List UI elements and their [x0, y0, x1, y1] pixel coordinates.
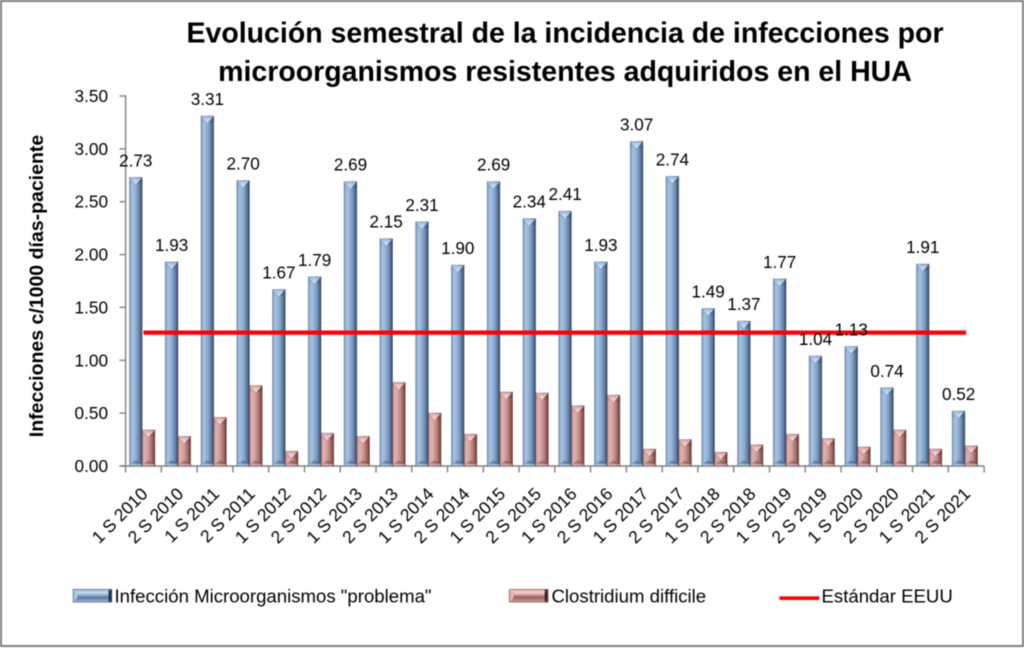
svg-text:1.79: 1.79 [298, 251, 331, 270]
svg-text:1.91: 1.91 [906, 238, 939, 257]
svg-text:0.00: 0.00 [75, 456, 108, 476]
svg-text:2.70: 2.70 [227, 155, 260, 174]
svg-text:1.49: 1.49 [692, 283, 725, 302]
svg-text:Evolución semestral de la inci: Evolución semestral de la incidencia de … [186, 17, 943, 49]
svg-text:1.90: 1.90 [441, 239, 474, 258]
svg-text:1.77: 1.77 [763, 253, 796, 272]
svg-text:1.04: 1.04 [799, 330, 832, 349]
svg-text:Infección Microorganismos "pro: Infección Microorganismos "problema" [115, 585, 432, 606]
svg-text:1.37: 1.37 [727, 295, 760, 314]
svg-text:0.52: 0.52 [942, 385, 975, 404]
svg-text:1.50: 1.50 [75, 297, 108, 317]
svg-text:2.34: 2.34 [513, 193, 546, 212]
svg-text:3.31: 3.31 [191, 90, 224, 109]
svg-text:3.50: 3.50 [75, 86, 108, 106]
svg-text:1.93: 1.93 [155, 236, 188, 255]
svg-text:2.69: 2.69 [477, 156, 510, 175]
svg-text:Clostridium difficile: Clostridium difficile [552, 585, 707, 606]
svg-text:1.67: 1.67 [262, 264, 295, 283]
svg-text:2.00: 2.00 [75, 245, 108, 265]
svg-text:2.31: 2.31 [405, 196, 438, 215]
svg-text:3.07: 3.07 [620, 116, 653, 135]
svg-text:2.73: 2.73 [119, 151, 152, 170]
svg-text:0.74: 0.74 [870, 362, 903, 381]
svg-text:0.50: 0.50 [75, 403, 108, 423]
svg-text:1.93: 1.93 [584, 236, 617, 255]
svg-text:2.15: 2.15 [370, 213, 403, 232]
svg-text:3.00: 3.00 [75, 139, 108, 159]
svg-text:1.00: 1.00 [75, 350, 108, 370]
svg-text:2.69: 2.69 [334, 156, 367, 175]
svg-text:microorganismos resistentes ad: microorganismos resistentes adquiridos e… [218, 56, 912, 88]
svg-text:1.13: 1.13 [835, 321, 868, 340]
svg-text:Estándar EEUU: Estándar EEUU [822, 585, 953, 606]
svg-text:2.41: 2.41 [548, 185, 581, 204]
svg-text:2.74: 2.74 [656, 150, 689, 169]
svg-text:Infecciones c/1000 días-pacien: Infecciones c/1000 días-paciente [26, 135, 48, 438]
svg-text:2.50: 2.50 [75, 192, 108, 212]
